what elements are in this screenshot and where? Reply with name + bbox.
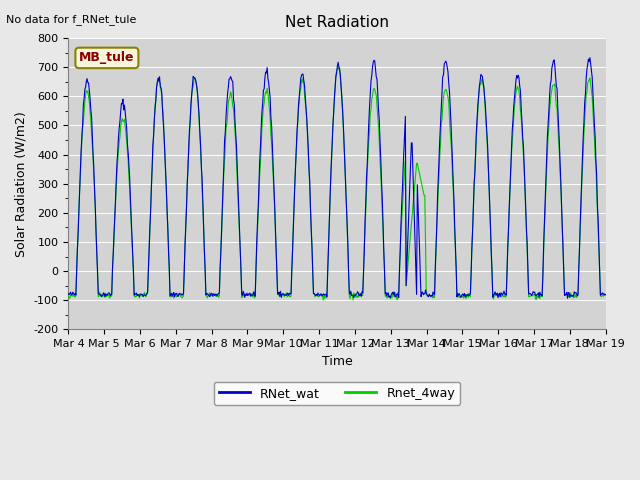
Rnet_4way xyxy=(129,269,137,275)
Rnet_4way xyxy=(419,189,427,195)
Rnet_4way xyxy=(74,232,82,238)
Rnet_4way xyxy=(602,292,609,298)
RNet_wat xyxy=(586,55,594,60)
Rnet_4way xyxy=(184,161,192,167)
Title: Net Radiation: Net Radiation xyxy=(285,15,389,30)
Y-axis label: Solar Radiation (W/m2): Solar Radiation (W/m2) xyxy=(15,111,28,257)
RNet_wat xyxy=(74,230,82,236)
RNet_wat xyxy=(564,295,572,301)
Rnet_4way xyxy=(349,297,357,303)
Text: No data for f_RNet_tule: No data for f_RNet_tule xyxy=(6,14,137,25)
Rnet_4way xyxy=(404,265,412,271)
RNet_wat xyxy=(418,289,426,295)
RNet_wat xyxy=(65,291,72,297)
Line: Rnet_4way: Rnet_4way xyxy=(68,68,605,300)
Text: MB_tule: MB_tule xyxy=(79,51,134,64)
RNet_wat xyxy=(602,292,609,298)
Rnet_4way xyxy=(65,292,72,298)
X-axis label: Time: Time xyxy=(322,355,353,368)
Line: RNet_wat: RNet_wat xyxy=(68,58,605,298)
RNet_wat xyxy=(403,283,410,288)
Legend: RNet_wat, Rnet_4way: RNet_wat, Rnet_4way xyxy=(214,382,460,405)
Rnet_4way xyxy=(336,65,344,71)
Rnet_4way xyxy=(212,294,220,300)
RNet_wat xyxy=(129,267,137,273)
RNet_wat xyxy=(184,167,192,172)
RNet_wat xyxy=(212,291,220,297)
